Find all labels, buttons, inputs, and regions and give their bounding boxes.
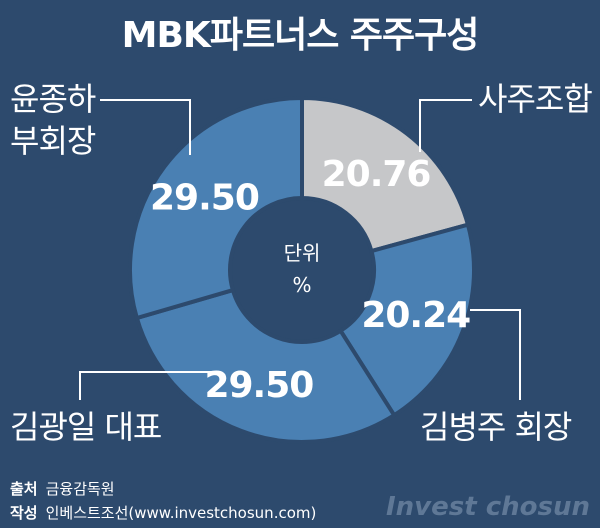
unit-label: 단위 bbox=[284, 241, 321, 265]
leader-line bbox=[419, 99, 472, 152]
donut-hole bbox=[232, 200, 372, 340]
leader-line bbox=[79, 371, 215, 400]
source: 출처 금융감독원 bbox=[10, 478, 115, 499]
value-label: 29.50 bbox=[204, 365, 313, 406]
leader-line bbox=[470, 309, 521, 400]
source-text: 금융감독원 bbox=[45, 480, 115, 498]
unit: % bbox=[292, 273, 311, 297]
pie-slice bbox=[128, 95, 304, 321]
pie-slice bbox=[300, 95, 471, 254]
source-label: 출처 bbox=[10, 480, 38, 498]
chart-title: MBK파트너스 주주구성 bbox=[121, 15, 480, 56]
category-label: 사주조합 bbox=[478, 80, 593, 118]
category-label: 김병주 회장 bbox=[420, 408, 572, 446]
value-label: 20.76 bbox=[322, 154, 431, 195]
watermark: Invest chosun bbox=[385, 492, 590, 522]
leader-line bbox=[100, 99, 191, 155]
value-label: 29.50 bbox=[150, 178, 259, 219]
category-label: 윤종하 부회장 bbox=[10, 80, 96, 160]
credit: 작성 인베스트조선(www.investchosun.com) bbox=[10, 502, 316, 523]
pie-slice bbox=[337, 222, 476, 418]
value-label: 20.24 bbox=[361, 295, 470, 336]
credit-label: 작성 bbox=[10, 504, 38, 522]
credit-text: 인베스트조선(www.investchosun.com) bbox=[45, 504, 317, 522]
pie-slice bbox=[134, 287, 397, 444]
category-label: 김광일 대표 bbox=[10, 408, 162, 446]
